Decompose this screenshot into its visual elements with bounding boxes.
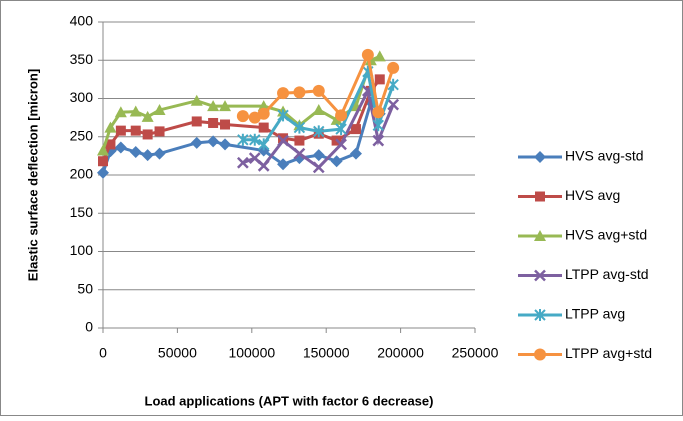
y-tick-label: 300 [70,89,94,105]
marker [154,126,165,137]
x-tick-label: 100000 [228,345,275,361]
legend-label: HVS avg [565,187,620,203]
series-line [242,66,395,147]
marker [312,161,325,174]
marker [330,155,343,168]
marker [350,124,361,135]
marker [208,117,219,128]
marker [207,135,220,148]
legend-label: LTPP avg [565,306,625,322]
marker [115,125,126,136]
marker [293,86,306,99]
marker [277,87,290,100]
y-tick-label: 400 [70,13,94,29]
marker [372,119,384,132]
marker [293,147,306,160]
marker [153,147,166,160]
marker [130,125,141,136]
y-tick-label: 100 [70,242,94,258]
x-tick-label: 50000 [158,345,197,361]
marker [372,106,385,119]
marker [98,156,108,167]
marker [236,156,249,169]
y-tick-label: 200 [70,166,94,182]
marker [335,123,347,136]
marker [207,100,220,112]
marker [257,107,270,120]
marker [257,100,270,112]
marker [293,121,306,134]
marker [277,158,290,171]
marker [141,149,154,162]
x-tick-label: 200000 [377,345,424,361]
marker [129,105,142,117]
legend-marker [534,230,546,241]
marker [278,133,289,144]
x-tick-label: 150000 [303,345,350,361]
y-tick-label: 350 [70,51,94,67]
marker [277,109,289,122]
marker [97,144,109,156]
x-tick-label: 0 [99,345,107,361]
y-tick-label: 150 [70,204,94,220]
legend-marker [535,191,545,202]
marker [361,48,374,61]
y-tick-label: 50 [77,280,93,296]
marker [191,116,202,127]
legend-marker [534,309,546,321]
marker [105,139,116,150]
marker [190,94,203,106]
marker [142,129,153,140]
marker [312,149,325,162]
marker [374,74,385,85]
legend-label: HVS avg-std [565,148,644,164]
marker [373,50,386,62]
marker [335,138,347,151]
marker [387,61,400,74]
marker [219,138,232,151]
y-tick-label: 250 [70,127,94,143]
legend-marker [534,348,546,361]
marker [258,122,269,133]
marker [312,103,325,115]
legend-marker [534,269,546,282]
marker [249,133,261,146]
x-tick-label: 250000 [452,345,499,361]
marker [294,135,305,146]
marker [114,141,127,154]
marker [190,136,203,149]
marker [141,110,154,122]
legend-marker [534,151,546,163]
marker [104,121,117,133]
marker [372,134,385,147]
marker [330,113,343,125]
marker [387,98,400,111]
legend-label: LTPP avg-std [565,266,649,282]
legend-label: LTPP avg+std [565,345,652,361]
marker [349,147,362,160]
marker [97,166,109,179]
marker [257,138,270,151]
marker [312,84,325,97]
marker [237,133,249,146]
marker [236,110,249,123]
marker [219,100,232,112]
marker [277,134,289,147]
y-tick-label: 0 [85,319,93,335]
marker [153,103,166,115]
y-axis-title: Elastic surface deflection [micron] [25,69,40,281]
marker [114,106,127,118]
x-axis-title: Load applications (APT with factor 6 dec… [145,393,434,408]
legend-label: HVS avg+std [565,227,647,243]
marker [257,159,270,172]
marker [335,109,348,122]
marker [129,146,142,159]
marker [220,119,231,130]
marker [313,125,325,138]
